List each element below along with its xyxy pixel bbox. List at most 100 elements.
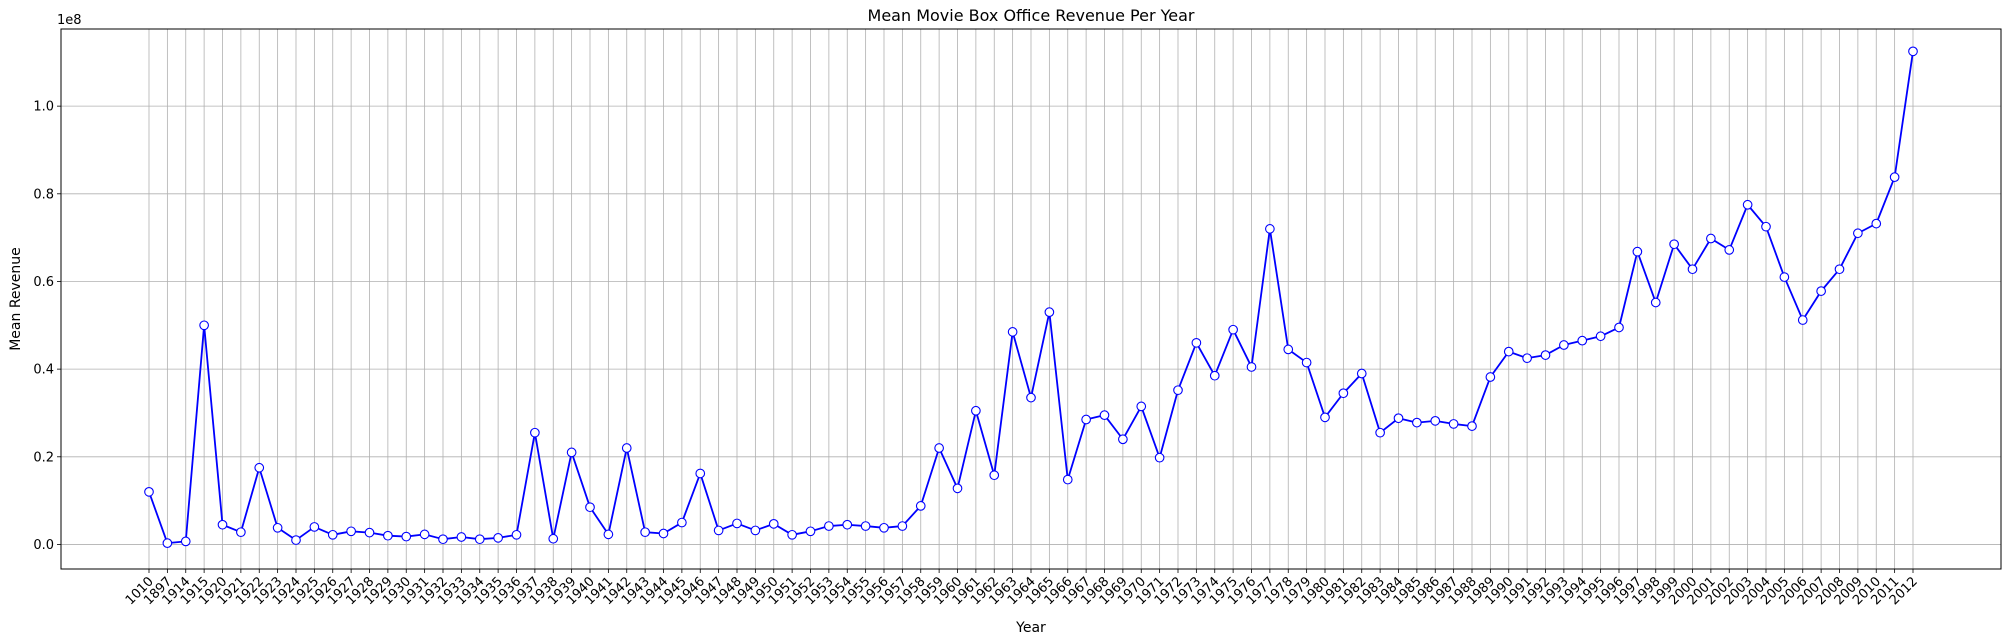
- data-point: [180, 536, 191, 547]
- data-point: [585, 502, 595, 513]
- y-tick-label: 1.0: [33, 100, 54, 115]
- data-point: [677, 517, 687, 528]
- data-point: [750, 525, 761, 536]
- data-point: [805, 526, 816, 537]
- data-point: [952, 483, 963, 494]
- data-point: [695, 468, 706, 479]
- data-point: [1650, 297, 1661, 308]
- data-point: [768, 519, 779, 529]
- data-point: [658, 528, 669, 539]
- data-point: [1209, 370, 1220, 381]
- data-point: [1687, 264, 1698, 275]
- data-point: [915, 501, 926, 511]
- data-point: [493, 533, 503, 543]
- data-point: [419, 529, 430, 540]
- y-tick-label: 0.0: [33, 538, 54, 553]
- y-axis-label: Mean Revenue: [8, 247, 24, 351]
- data-point: [1026, 392, 1036, 403]
- data-point: [272, 522, 283, 533]
- data-point: [401, 531, 412, 542]
- data-point: [1118, 434, 1128, 445]
- data-point: [1632, 246, 1643, 257]
- data-point: [1577, 335, 1588, 346]
- data-point: [879, 522, 889, 533]
- data-point: [364, 527, 375, 538]
- grid: [61, 29, 2001, 569]
- data-point: [1448, 419, 1459, 429]
- data-point: [1485, 372, 1496, 382]
- data-point: [1761, 221, 1771, 232]
- data-point: [1393, 413, 1404, 424]
- data-point: [1816, 286, 1826, 296]
- data-point: [1614, 322, 1624, 333]
- y-offset-label: 1e8: [57, 13, 82, 28]
- data-point: [824, 521, 834, 531]
- data-point: [1356, 368, 1367, 379]
- y-axis: 0.0 0.2 0.4 0.6 0.8 1.0: [33, 100, 61, 553]
- data-point: [603, 529, 614, 540]
- data-point: [1706, 233, 1716, 244]
- data-point: [530, 427, 540, 438]
- data-point: [842, 519, 853, 530]
- data-point: [1228, 324, 1238, 335]
- data-point: [199, 320, 209, 331]
- y-tick-label: 0.4: [33, 363, 54, 378]
- data-point: [236, 527, 246, 538]
- data-point: [1136, 401, 1147, 412]
- data-point: [1338, 388, 1349, 399]
- data-point: [1301, 357, 1312, 368]
- data-point: [1430, 416, 1441, 426]
- data-point: [1834, 264, 1845, 275]
- data-point: [383, 530, 393, 541]
- data-point: [144, 487, 154, 497]
- y-tick-label: 0.8: [33, 187, 54, 202]
- data-point: [1889, 172, 1900, 182]
- data-point: [1669, 239, 1679, 250]
- data-point: [787, 529, 797, 540]
- data-point: [511, 529, 522, 540]
- data-point: [254, 462, 265, 473]
- data-point: [989, 470, 1000, 481]
- data-point: [1412, 417, 1422, 428]
- data-point: [217, 519, 228, 530]
- data-point: [1375, 427, 1385, 438]
- data-point: [1265, 224, 1275, 234]
- data-point: [1154, 452, 1165, 463]
- data-point: [732, 518, 742, 529]
- data-point: [474, 534, 485, 545]
- data-point: [1522, 353, 1532, 364]
- data-point: [1908, 46, 1918, 57]
- data-point: [1320, 412, 1330, 423]
- data-point: [162, 538, 173, 548]
- data-point: [566, 447, 577, 458]
- y-tick-label: 0.2: [33, 450, 54, 465]
- data-point: [1062, 474, 1073, 485]
- y-tick-label: 0.6: [33, 275, 54, 290]
- chart-title: Mean Movie Box Office Revenue Per Year: [868, 6, 1195, 25]
- data-point: [640, 527, 650, 538]
- data-point: [309, 522, 320, 532]
- data-point: [1779, 272, 1790, 282]
- data-point: [456, 532, 467, 542]
- data-point: [291, 535, 301, 545]
- series-line-group: [144, 46, 1918, 548]
- data-point: [1191, 337, 1202, 348]
- data-point: [1559, 340, 1569, 350]
- data-point: [621, 443, 632, 453]
- data-point: [1099, 410, 1110, 421]
- data-point: [438, 534, 448, 545]
- data-point: [1467, 421, 1477, 431]
- x-axis-label: Year: [1015, 620, 1046, 636]
- data-point: [1853, 228, 1863, 239]
- data-point: [971, 405, 981, 416]
- data-point: [897, 521, 908, 531]
- data-point: [1797, 315, 1808, 325]
- data-point: [934, 443, 944, 453]
- data-point: [1540, 350, 1551, 360]
- data-point: [713, 525, 724, 536]
- data-point: [1044, 307, 1055, 317]
- data-point: [1173, 385, 1183, 396]
- data-point: [1595, 331, 1606, 342]
